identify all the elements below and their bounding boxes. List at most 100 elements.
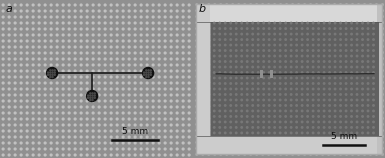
Circle shape <box>252 116 253 117</box>
Circle shape <box>196 52 198 53</box>
Circle shape <box>196 34 198 35</box>
Circle shape <box>252 39 253 40</box>
Circle shape <box>268 58 270 59</box>
Circle shape <box>196 106 198 107</box>
Circle shape <box>274 22 275 24</box>
Circle shape <box>316 16 318 17</box>
Circle shape <box>358 100 359 101</box>
Circle shape <box>110 58 112 60</box>
Circle shape <box>158 94 160 96</box>
Circle shape <box>262 34 263 35</box>
Circle shape <box>370 46 372 47</box>
Circle shape <box>301 33 303 35</box>
Circle shape <box>296 99 297 101</box>
Circle shape <box>188 130 190 132</box>
Circle shape <box>224 116 226 117</box>
Circle shape <box>220 136 222 137</box>
Circle shape <box>340 136 341 137</box>
Circle shape <box>290 44 292 46</box>
Circle shape <box>280 142 281 143</box>
Circle shape <box>298 82 300 83</box>
Circle shape <box>176 82 178 84</box>
Circle shape <box>352 52 353 53</box>
Circle shape <box>334 72 336 73</box>
Circle shape <box>328 118 330 119</box>
Circle shape <box>256 136 258 137</box>
Circle shape <box>56 154 58 156</box>
Circle shape <box>268 127 270 128</box>
Circle shape <box>340 94 341 95</box>
Circle shape <box>170 124 172 126</box>
Circle shape <box>268 132 270 134</box>
Circle shape <box>116 4 118 6</box>
Circle shape <box>258 110 259 112</box>
Circle shape <box>32 34 34 36</box>
Circle shape <box>263 22 264 24</box>
Circle shape <box>196 76 198 77</box>
Circle shape <box>373 88 374 90</box>
Circle shape <box>140 52 142 54</box>
Circle shape <box>244 94 246 95</box>
Circle shape <box>370 70 372 71</box>
Circle shape <box>110 118 112 120</box>
Circle shape <box>26 58 28 60</box>
Circle shape <box>364 4 365 6</box>
Circle shape <box>14 142 16 144</box>
Circle shape <box>246 110 248 112</box>
Circle shape <box>220 148 222 149</box>
Circle shape <box>351 83 352 84</box>
Circle shape <box>74 100 76 102</box>
Circle shape <box>364 148 365 149</box>
Circle shape <box>152 58 154 60</box>
Circle shape <box>358 70 359 71</box>
Circle shape <box>280 40 281 41</box>
Circle shape <box>2 130 4 132</box>
Circle shape <box>62 40 64 42</box>
Circle shape <box>68 70 70 72</box>
Circle shape <box>8 52 10 54</box>
Circle shape <box>310 10 311 11</box>
Circle shape <box>110 100 112 102</box>
Circle shape <box>62 136 64 138</box>
Circle shape <box>170 94 172 96</box>
Circle shape <box>80 82 82 84</box>
Circle shape <box>8 124 10 126</box>
Circle shape <box>268 50 270 51</box>
Circle shape <box>116 10 118 12</box>
Circle shape <box>290 39 292 40</box>
Circle shape <box>152 88 154 90</box>
Circle shape <box>196 136 198 137</box>
Circle shape <box>74 58 76 60</box>
Circle shape <box>370 34 372 35</box>
Circle shape <box>226 124 228 125</box>
Circle shape <box>20 154 22 156</box>
Circle shape <box>202 106 204 107</box>
Circle shape <box>367 127 369 128</box>
Circle shape <box>20 100 22 102</box>
Circle shape <box>170 118 172 120</box>
Circle shape <box>116 148 118 150</box>
Circle shape <box>285 110 286 112</box>
Circle shape <box>318 88 319 90</box>
Circle shape <box>202 124 204 125</box>
Circle shape <box>80 142 82 144</box>
Circle shape <box>301 127 303 128</box>
Circle shape <box>340 76 341 77</box>
Circle shape <box>238 100 239 101</box>
Circle shape <box>310 154 311 155</box>
Circle shape <box>364 10 365 11</box>
Circle shape <box>258 22 259 24</box>
Circle shape <box>258 44 259 46</box>
Circle shape <box>164 70 166 72</box>
Circle shape <box>208 148 209 149</box>
Circle shape <box>346 4 347 6</box>
Circle shape <box>230 121 231 123</box>
Circle shape <box>188 22 190 24</box>
Circle shape <box>322 136 323 137</box>
Circle shape <box>241 121 243 123</box>
Circle shape <box>56 70 58 72</box>
Circle shape <box>68 64 70 66</box>
Circle shape <box>373 44 374 46</box>
Circle shape <box>364 70 365 71</box>
Circle shape <box>146 10 148 12</box>
